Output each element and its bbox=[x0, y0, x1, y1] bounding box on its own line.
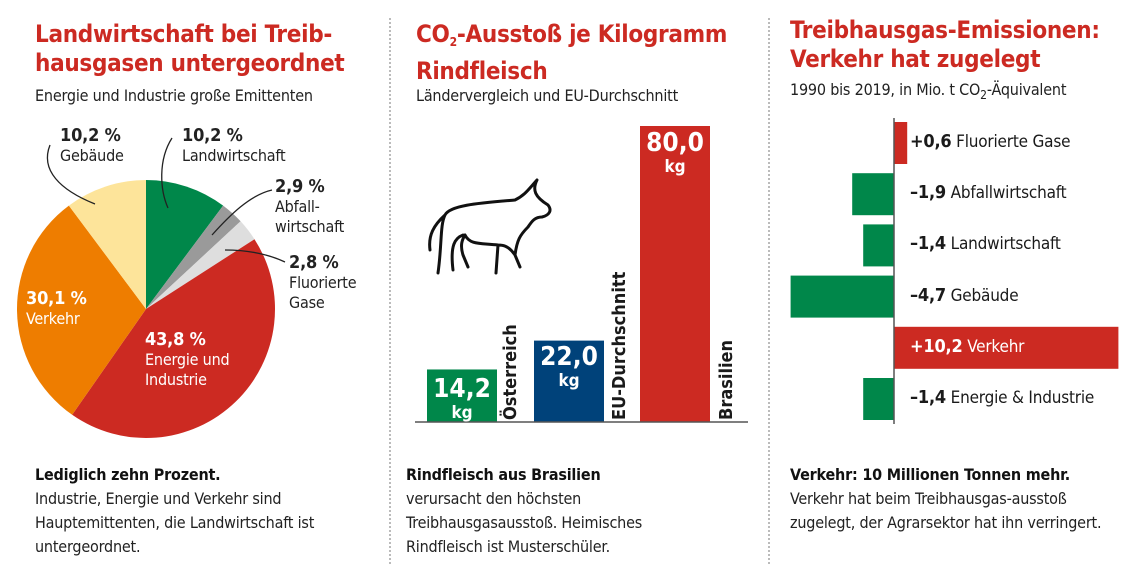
pie-label-fluorierte: 2,8 % Fluorierte Gase bbox=[289, 252, 357, 313]
diverging-bar-chart bbox=[790, 118, 1119, 424]
value-label: +10,2 bbox=[910, 335, 963, 357]
value-label: +0,6 bbox=[910, 131, 952, 152]
pie-slice bbox=[16, 205, 146, 415]
category-label: Fluorierte Gase bbox=[956, 132, 1071, 152]
leader-line bbox=[224, 249, 286, 263]
title-line: Verkehr hat zugelegt bbox=[790, 45, 1041, 73]
bar-caption: Rindfleisch aus Brasilien verursacht den … bbox=[406, 465, 643, 556]
bar-title: CO2-Ausstoß je Kilogramm Rindfleisch bbox=[416, 20, 727, 86]
value-label: 14,2 kg bbox=[433, 374, 491, 423]
pie-label-energie: 43,8 % Energie und Industrie bbox=[145, 329, 230, 390]
bar bbox=[863, 378, 894, 420]
bar-label: –1,4 Landwirtschaft bbox=[910, 233, 1061, 254]
category-label: Landwirtschaft bbox=[950, 234, 1061, 255]
diverging-caption: Verkehr: 10 Millionen Tonnen mehr. Verkeh… bbox=[790, 465, 1102, 532]
category-label: Verkehr bbox=[967, 336, 1025, 357]
bar bbox=[863, 224, 894, 267]
bar-label: –1,4 Energie & Industrie bbox=[910, 387, 1094, 408]
bar bbox=[640, 126, 710, 422]
pie-slice bbox=[146, 180, 224, 309]
bar bbox=[790, 275, 894, 318]
bar bbox=[852, 173, 894, 216]
title-line: hausgasen untergeordnet bbox=[35, 49, 345, 77]
bar-label: +0,6 Fluorierte Gase bbox=[910, 131, 1071, 152]
value-label: –1,9 bbox=[910, 182, 946, 204]
bar-label: +10,2 Verkehr bbox=[910, 336, 1024, 357]
bar bbox=[427, 369, 497, 422]
pie-label-gebaeude: 10,2 % Gebäude bbox=[60, 125, 124, 166]
title-line: Treibhausgas-Emissionen: bbox=[790, 16, 1100, 44]
leader-line bbox=[211, 189, 273, 236]
divider bbox=[768, 18, 770, 564]
bar bbox=[894, 326, 1119, 369]
bar-label: –4,7 Gebäude bbox=[910, 284, 1019, 306]
title-line: Landwirtschaft bei Treib- bbox=[35, 20, 333, 48]
value-label: 22,0 kg bbox=[540, 342, 598, 391]
pie-label-landwirtschaft: 10,2 % Landwirtschaft bbox=[182, 125, 286, 166]
divider bbox=[389, 18, 391, 564]
cow-icon bbox=[428, 178, 552, 275]
diverging-title: Treibhausgas-Emissionen: Verkehr hat zuge… bbox=[790, 16, 1100, 74]
leader-line bbox=[46, 144, 96, 205]
pie-chart bbox=[16, 137, 286, 438]
value-label: –4,7 bbox=[910, 284, 946, 306]
diverging-subtitle: 1990 bis 2019, in Mio. t CO2-Äquivalent bbox=[790, 80, 1067, 102]
pie-subtitle: Energie und Industrie große Emittenten bbox=[35, 86, 313, 105]
category-label: Abfallwirtschaft bbox=[950, 183, 1067, 204]
value-label: –1,4 bbox=[910, 233, 946, 255]
bar-subtitle: Ländervergleich und EU-Durchschnitt bbox=[416, 86, 679, 105]
bar bbox=[534, 340, 604, 422]
pie-slice bbox=[146, 221, 255, 309]
category-label: Energie & Industrie bbox=[950, 388, 1095, 408]
pie-slice bbox=[72, 239, 276, 438]
bar-label: –1,9 Abfallwirtschaft bbox=[910, 182, 1067, 204]
category-label: Gebäude bbox=[950, 285, 1019, 306]
title-line: Rindfleisch bbox=[416, 57, 548, 85]
bar bbox=[894, 122, 908, 164]
value-label: 80,0 kg bbox=[646, 128, 704, 177]
pie-label-abfall: 2,9 % Abfall-wirtschaft bbox=[275, 176, 345, 237]
beef-bar-chart bbox=[415, 126, 748, 423]
pie-title: Landwirtschaft bei Treib-hausgasen unter… bbox=[35, 20, 345, 78]
title-line: CO2-Ausstoß je Kilogramm bbox=[416, 20, 728, 49]
leader-line bbox=[161, 137, 173, 209]
pie-caption: Lediglich zehn Prozent. Industrie, Energi… bbox=[35, 465, 315, 556]
pie-slice bbox=[68, 180, 146, 309]
pie-label-verkehr: 30,1 % Verkehr bbox=[26, 288, 87, 329]
value-label: –1,4 bbox=[910, 387, 946, 408]
pie-slice bbox=[146, 205, 241, 309]
